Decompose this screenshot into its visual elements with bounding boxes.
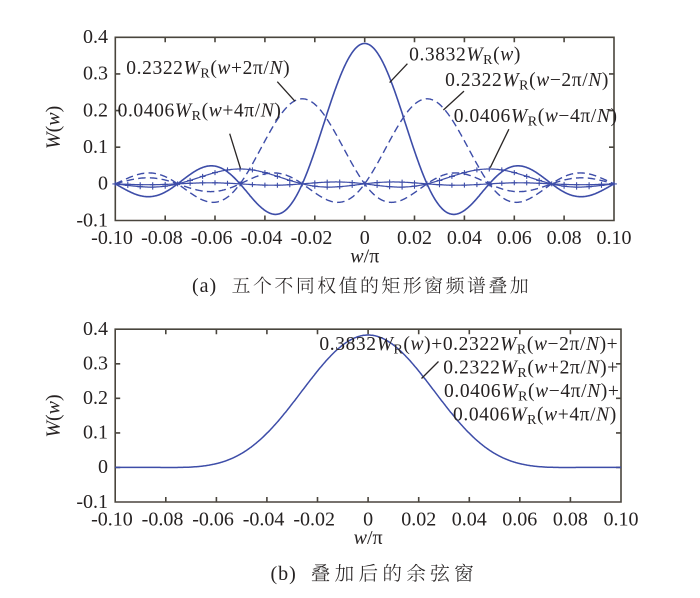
svg-text:w/π: w/π bbox=[354, 527, 383, 549]
svg-text:-0.10: -0.10 bbox=[91, 227, 133, 249]
svg-text:-0.1: -0.1 bbox=[76, 209, 108, 231]
svg-text:-0.04: -0.04 bbox=[243, 509, 285, 531]
svg-text:-0.04: -0.04 bbox=[241, 227, 283, 249]
svg-text:0.02: 0.02 bbox=[401, 509, 436, 531]
svg-text:W(w): W(w) bbox=[43, 106, 65, 149]
svg-text:-0.1: -0.1 bbox=[76, 491, 108, 513]
svg-text:0.3: 0.3 bbox=[83, 63, 108, 85]
svg-text:0: 0 bbox=[360, 227, 370, 249]
svg-text:0.2322WR(w+2π/N)+: 0.2322WR(w+2π/N)+ bbox=[443, 358, 618, 382]
svg-text:0.06: 0.06 bbox=[502, 509, 537, 531]
svg-text:-0.08: -0.08 bbox=[141, 227, 183, 249]
svg-text:0.06: 0.06 bbox=[497, 227, 532, 249]
svg-text:0.0406WR(w+4π/N): 0.0406WR(w+4π/N) bbox=[118, 101, 282, 125]
svg-text:0.2322WR(w+2π/N): 0.2322WR(w+2π/N) bbox=[126, 58, 290, 82]
svg-text:(b): (b) bbox=[271, 563, 297, 585]
svg-text:0.02: 0.02 bbox=[397, 227, 432, 249]
svg-text:0.2: 0.2 bbox=[83, 99, 108, 121]
svg-text:-0.06: -0.06 bbox=[192, 509, 234, 531]
svg-text:0: 0 bbox=[98, 173, 108, 195]
svg-text:-0.08: -0.08 bbox=[142, 509, 184, 531]
svg-text:0.2: 0.2 bbox=[83, 387, 108, 409]
svg-text:0.10: 0.10 bbox=[604, 509, 639, 531]
svg-text:0.08: 0.08 bbox=[547, 227, 582, 249]
svg-text:0.04: 0.04 bbox=[447, 227, 482, 249]
svg-text:-0.10: -0.10 bbox=[91, 509, 133, 531]
svg-text:-0.02: -0.02 bbox=[293, 509, 335, 531]
svg-text:0.10: 0.10 bbox=[597, 227, 632, 249]
svg-text:0.04: 0.04 bbox=[452, 509, 487, 531]
svg-text:0: 0 bbox=[363, 509, 373, 531]
svg-text:0.4: 0.4 bbox=[83, 318, 108, 340]
svg-text:0.3832WR(w)+0.2322WR(w−2π/N)+: 0.3832WR(w)+0.2322WR(w−2π/N)+ bbox=[319, 334, 618, 358]
svg-text:0.4: 0.4 bbox=[83, 26, 108, 48]
svg-text:0.1: 0.1 bbox=[83, 136, 108, 158]
svg-text:w/π: w/π bbox=[350, 246, 379, 268]
svg-text:-0.06: -0.06 bbox=[191, 227, 233, 249]
svg-text:0.0406WR(w−4π/N): 0.0406WR(w−4π/N) bbox=[454, 106, 618, 130]
svg-text:0.1: 0.1 bbox=[83, 422, 108, 444]
svg-text:-0.02: -0.02 bbox=[291, 227, 333, 249]
svg-text:0.3: 0.3 bbox=[83, 353, 108, 375]
svg-text:0: 0 bbox=[98, 456, 108, 478]
svg-text:0.2322WR(w−2π/N): 0.2322WR(w−2π/N) bbox=[445, 70, 609, 94]
svg-text:(a): (a) bbox=[192, 275, 217, 297]
svg-text:0.0406WR(w−4π/N)+: 0.0406WR(w−4π/N)+ bbox=[444, 381, 619, 405]
svg-text:0.0406WR(w+4π/N): 0.0406WR(w+4π/N) bbox=[453, 405, 617, 429]
svg-text:0.3832WR(w): 0.3832WR(w) bbox=[409, 44, 521, 68]
svg-text:W(w): W(w) bbox=[43, 394, 65, 437]
svg-text:0.08: 0.08 bbox=[553, 509, 588, 531]
